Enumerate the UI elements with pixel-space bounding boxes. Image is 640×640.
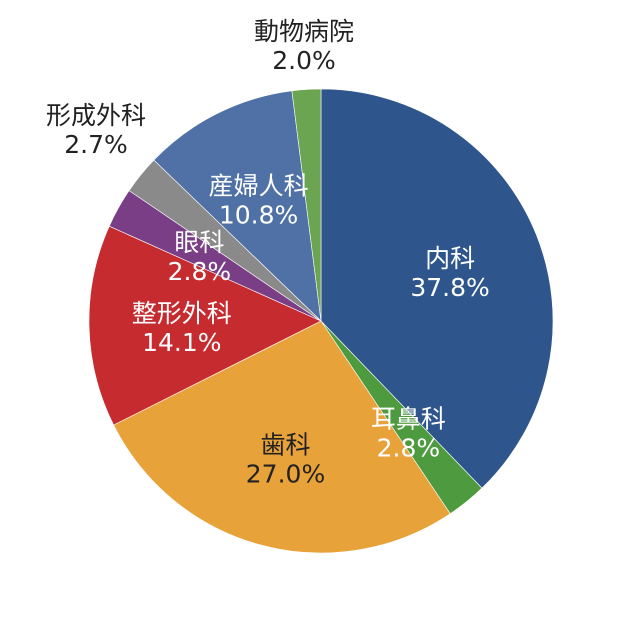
- pie-labels: 内科37.8%耳鼻科2.8%歯科27.0%整形外科14.1%眼科2.8%形成外科…: [46, 17, 490, 489]
- pie-slices: [88, 88, 554, 554]
- slice-label-0: 内科: [425, 244, 475, 273]
- slice-value-2: 27.0%: [246, 460, 325, 489]
- slice-value-7: 2.0%: [272, 46, 336, 75]
- pie-slice-2: [113, 320, 451, 554]
- slice-label-6: 産婦人科: [209, 172, 309, 201]
- pie-slice-0: [320, 88, 554, 489]
- slice-value-5: 2.7%: [64, 130, 128, 159]
- slice-label-4: 眼科: [174, 228, 224, 257]
- slice-value-0: 37.8%: [410, 273, 489, 302]
- slice-value-6: 10.8%: [219, 201, 298, 230]
- slice-value-1: 2.8%: [377, 433, 441, 462]
- slice-label-2: 歯科: [260, 431, 310, 460]
- slice-value-3: 14.1%: [142, 328, 221, 357]
- pie-slice-7: [291, 88, 322, 322]
- pie-slice-3: [88, 225, 322, 426]
- slice-value-4: 2.8%: [168, 257, 232, 286]
- slice-label-7: 動物病院: [254, 17, 354, 46]
- slice-label-1: 耳鼻科: [371, 404, 446, 433]
- slice-label-3: 整形外科: [132, 299, 232, 328]
- pie-slice-6: [153, 90, 322, 322]
- slice-label-5: 形成外科: [46, 101, 146, 130]
